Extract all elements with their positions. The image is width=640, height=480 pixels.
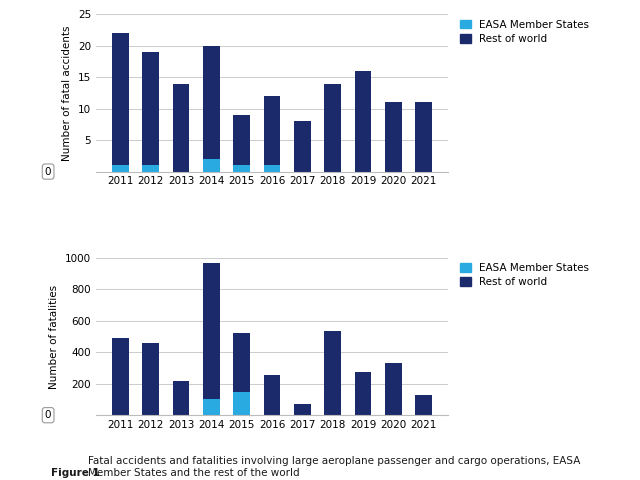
Legend: EASA Member States, Rest of world: EASA Member States, Rest of world bbox=[460, 20, 589, 44]
Bar bbox=[173, 382, 189, 415]
Bar bbox=[324, 331, 341, 415]
Bar bbox=[415, 395, 432, 415]
Bar bbox=[112, 338, 129, 415]
Text: 0: 0 bbox=[45, 410, 51, 420]
Y-axis label: Number of fatalities: Number of fatalities bbox=[49, 285, 60, 389]
Bar bbox=[203, 159, 220, 171]
Bar bbox=[112, 165, 129, 171]
Bar bbox=[385, 102, 402, 171]
Bar bbox=[324, 84, 341, 171]
Bar bbox=[355, 71, 371, 171]
Bar bbox=[203, 46, 220, 159]
Bar bbox=[385, 363, 402, 415]
Bar bbox=[203, 263, 220, 399]
Bar bbox=[294, 121, 310, 171]
Bar bbox=[355, 372, 371, 415]
Bar bbox=[294, 404, 310, 415]
Bar bbox=[234, 392, 250, 415]
Bar bbox=[234, 165, 250, 171]
Bar bbox=[112, 33, 129, 165]
Bar bbox=[142, 52, 159, 165]
Bar bbox=[142, 343, 159, 415]
Bar bbox=[142, 165, 159, 171]
Bar bbox=[264, 96, 280, 165]
Text: Figure 1: Figure 1 bbox=[51, 468, 104, 478]
Bar bbox=[415, 102, 432, 171]
Y-axis label: Number of fatal accidents: Number of fatal accidents bbox=[62, 25, 72, 161]
Bar bbox=[234, 333, 250, 392]
Bar bbox=[264, 375, 280, 415]
Bar bbox=[173, 84, 189, 171]
Bar bbox=[203, 399, 220, 415]
Bar bbox=[234, 115, 250, 165]
Text: Fatal accidents and fatalities involving large aeroplane passenger and cargo ope: Fatal accidents and fatalities involving… bbox=[88, 456, 580, 478]
Bar bbox=[264, 165, 280, 171]
Legend: EASA Member States, Rest of world: EASA Member States, Rest of world bbox=[460, 263, 589, 288]
Text: 0: 0 bbox=[45, 167, 51, 177]
